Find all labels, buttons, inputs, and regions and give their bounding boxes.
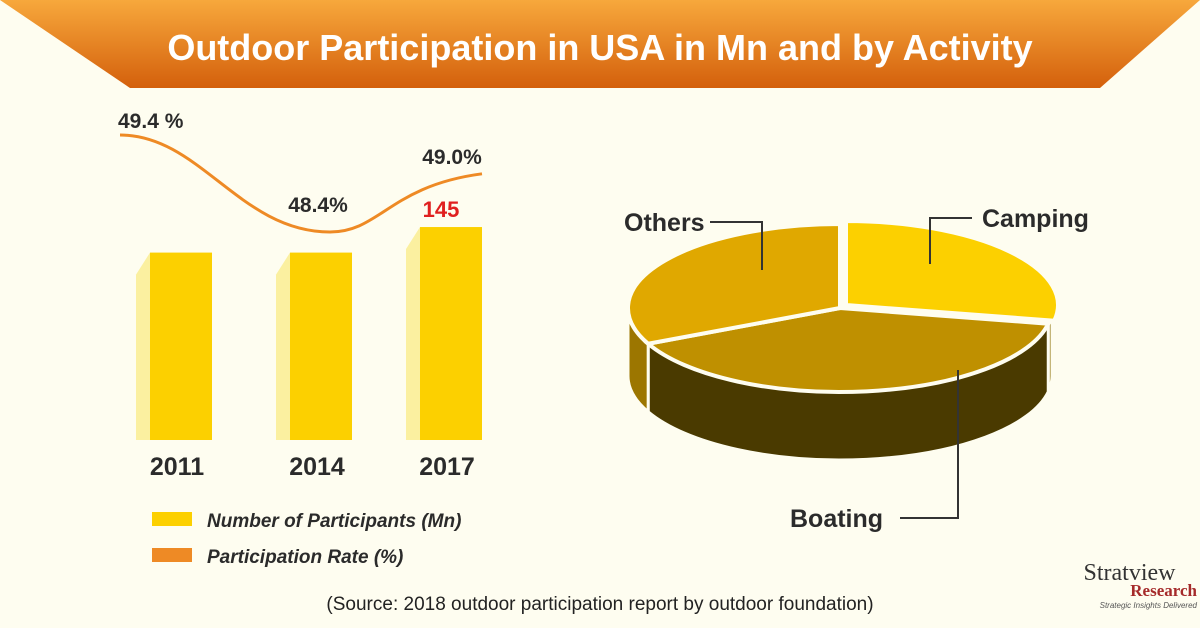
pie-slice-others bbox=[626, 221, 842, 346]
bar-value-label: 145 bbox=[423, 197, 460, 222]
rate-label: 49.0% bbox=[422, 146, 482, 169]
bar-shadow bbox=[406, 227, 420, 440]
legend-label-line: Participation Rate (%) bbox=[207, 547, 403, 568]
legend-swatch-bar bbox=[152, 512, 192, 526]
chart-title: Outdoor Participation in USA in Mn and b… bbox=[167, 27, 1032, 68]
leader-camping bbox=[929, 217, 972, 264]
bar-shadow bbox=[136, 252, 150, 440]
x-tick-label: 2017 bbox=[419, 453, 475, 481]
logo-tagline: Strategic Insights Delivered bbox=[1099, 601, 1197, 610]
leader-boating bbox=[900, 370, 959, 519]
bar-2014 bbox=[290, 252, 352, 440]
bar-shadow bbox=[276, 252, 290, 440]
logo-name: Stratview bbox=[1083, 560, 1176, 586]
x-tick-label: 2011 bbox=[150, 453, 204, 481]
bar-2017 bbox=[420, 227, 482, 440]
pie-label-boating: Boating bbox=[790, 505, 883, 533]
logo-sub: Research bbox=[1130, 581, 1197, 600]
legend-label-bar: Number of Participants (Mn) bbox=[207, 511, 461, 532]
pie-label-others: Others bbox=[624, 209, 705, 237]
legend-swatch-line bbox=[152, 548, 192, 562]
pie-slice-camping bbox=[844, 218, 1060, 323]
source-note: (Source: 2018 outdoor participation repo… bbox=[326, 594, 874, 615]
rate-label: 49.4 % bbox=[118, 110, 184, 133]
participation-rate-line bbox=[119, 133, 483, 234]
leader-others bbox=[710, 221, 763, 270]
x-tick-label: 2014 bbox=[289, 453, 345, 481]
stratview-logo: Stratview Research Strategic Insights De… bbox=[1062, 560, 1198, 610]
rate-label: 48.4% bbox=[288, 194, 348, 217]
pie-slice-boating bbox=[643, 305, 1052, 394]
pie-label-camping: Camping bbox=[982, 205, 1089, 233]
bar-2011 bbox=[150, 252, 212, 440]
title-banner bbox=[0, 0, 1200, 88]
